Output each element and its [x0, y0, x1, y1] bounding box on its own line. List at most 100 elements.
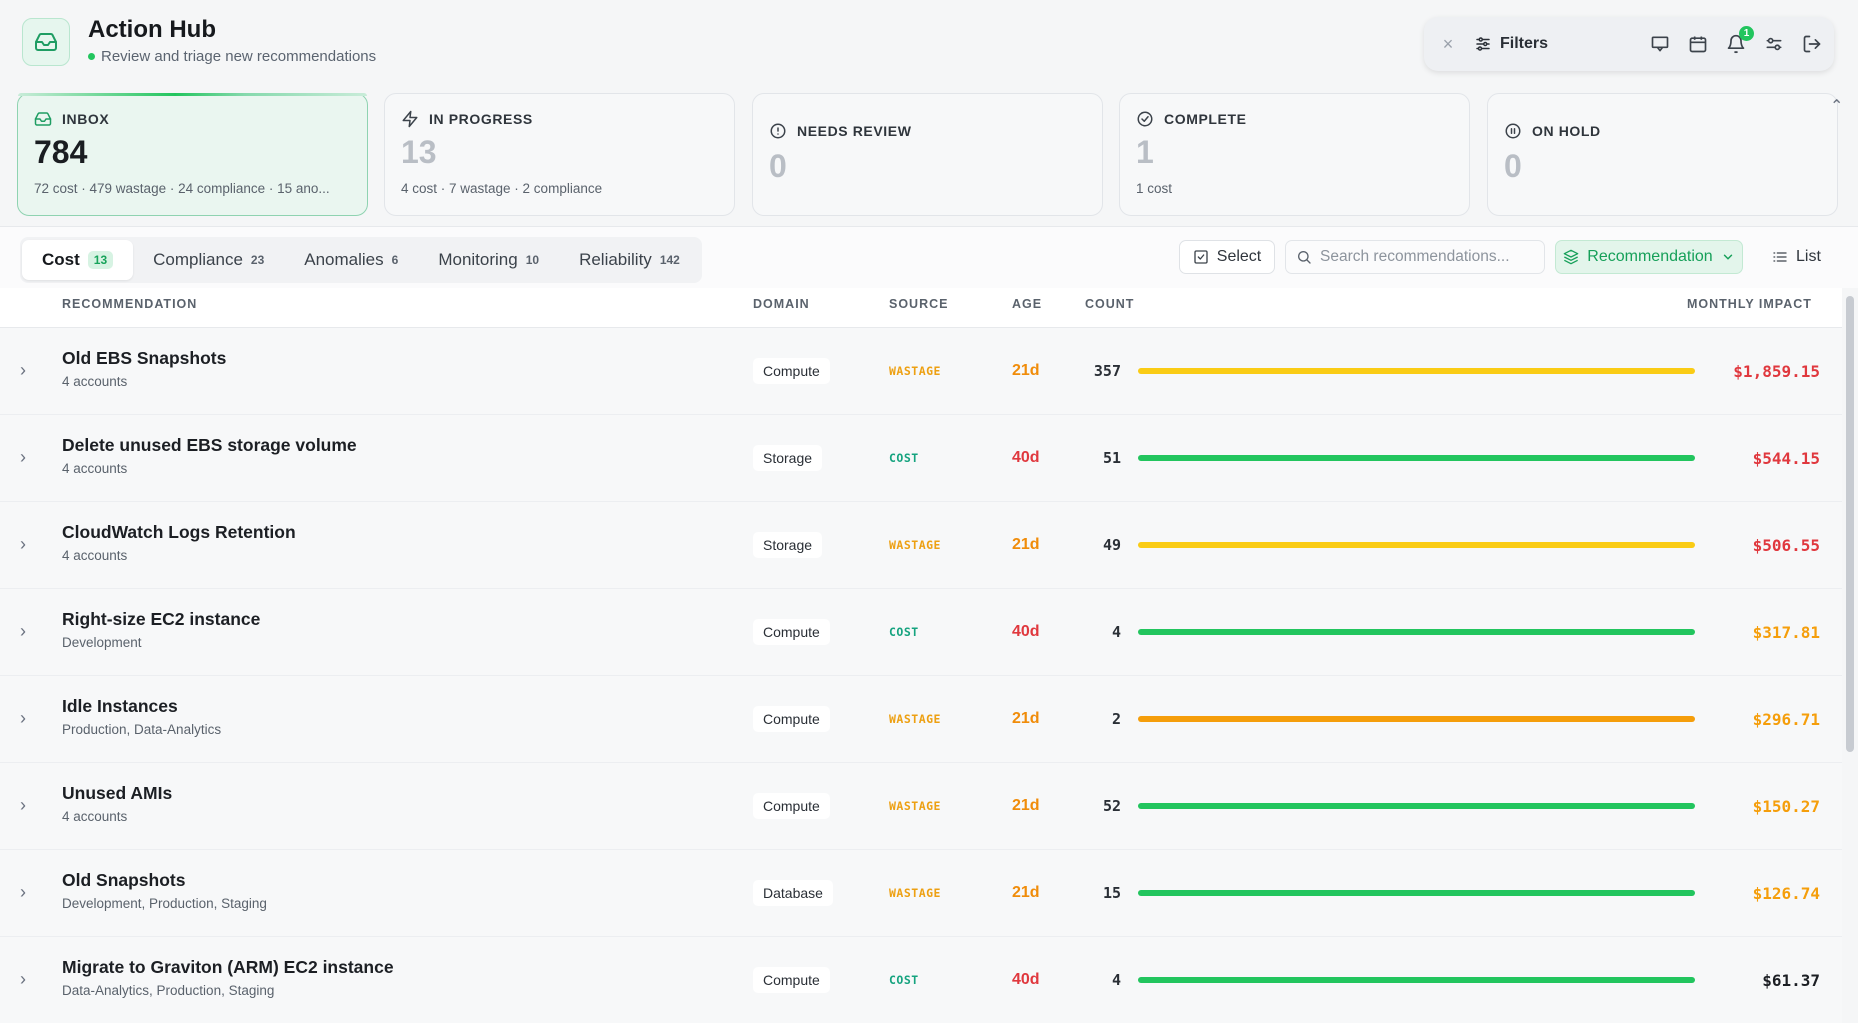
chevron-right-icon[interactable]: ›	[20, 882, 26, 902]
column-header-source[interactable]: SOURCE	[889, 297, 949, 311]
count-bar-fill	[1138, 542, 1695, 548]
scrollbar[interactable]	[1846, 296, 1854, 752]
card-count: 13	[401, 134, 437, 170]
recommendation-title: Old Snapshots	[62, 870, 186, 890]
recommendation-title: Idle Instances	[62, 696, 178, 716]
source-tag: WASTAGE	[889, 799, 941, 813]
chevron-right-icon[interactable]: ›	[20, 795, 26, 815]
table-row[interactable]: › Migrate to Graviton (ARM) EC2 instance D…	[0, 937, 1842, 1023]
count-value: 2	[1111, 710, 1121, 728]
chevron-up-icon[interactable]: ⌃	[1830, 98, 1844, 115]
logout-icon[interactable]	[1800, 32, 1824, 56]
tab-reliability[interactable]: Reliability 142	[559, 240, 700, 280]
group-by-dropdown[interactable]: Recommendation	[1555, 240, 1743, 274]
status-card-complete[interactable]: COMPLETE 1 1 cost	[1119, 93, 1470, 216]
card-active-indicator	[18, 93, 367, 96]
settings-sliders-icon[interactable]	[1762, 32, 1786, 56]
count-bar-fill	[1138, 977, 1695, 983]
table-header: RECOMMENDATION DOMAIN SOURCE AGE COUNT M…	[0, 288, 1842, 328]
status-dot	[88, 53, 95, 60]
chevron-right-icon[interactable]: ›	[20, 969, 26, 989]
page-subtitle-text: Review and triage new recommendations	[101, 48, 377, 65]
source-tag: WASTAGE	[889, 364, 941, 378]
card-label: IN PROGRESS	[429, 111, 533, 127]
recommendation-title: Old EBS Snapshots	[62, 348, 227, 368]
notification-badge: 1	[1739, 26, 1754, 41]
age-value: 21d	[1012, 362, 1040, 379]
calendar-icon[interactable]	[1686, 32, 1710, 56]
age-value: 21d	[1012, 536, 1040, 553]
card-count: 784	[34, 134, 88, 170]
chevron-right-icon[interactable]: ›	[20, 447, 26, 467]
card-count: 0	[1504, 148, 1522, 184]
card-label: ON HOLD	[1532, 123, 1601, 139]
count-bar	[1138, 542, 1695, 548]
count-value: 51	[1102, 449, 1121, 467]
recommendation-accounts: Production, Data-Analytics	[62, 722, 222, 737]
table-row[interactable]: › Delete unused EBS storage volume 4 accou…	[0, 415, 1842, 502]
count-bar	[1138, 977, 1695, 983]
status-card-in-progress[interactable]: IN PROGRESS 13 4 cost · 7 wastage · 2 co…	[384, 93, 735, 216]
count-value: 4	[1111, 623, 1121, 641]
status-card-on-hold[interactable]: ON HOLD 0	[1487, 93, 1838, 216]
recommendation-title: CloudWatch Logs Retention	[62, 522, 296, 542]
tab-cost[interactable]: Cost 13	[22, 240, 134, 280]
tab-monitoring[interactable]: Monitoring 10	[418, 240, 559, 280]
check-circle-icon	[1137, 111, 1153, 127]
table-row[interactable]: › Unused AMIs 4 accounts Compute WASTAGE 21d 5…	[0, 763, 1842, 850]
search-input[interactable]	[1320, 248, 1520, 266]
table-row[interactable]: › Idle Instances Production, Data-Analytic…	[0, 676, 1842, 763]
domain-badge: Compute	[753, 619, 830, 645]
tab-compliance[interactable]: Compliance 23	[133, 240, 284, 280]
domain-badge: Compute	[753, 793, 830, 819]
chevron-right-icon[interactable]: ›	[20, 621, 26, 641]
status-card-inbox[interactable]: INBOX 784 72 cost · 479 wastage · 24 com…	[17, 93, 368, 216]
tab-count: 6	[391, 253, 399, 267]
chevron-right-icon[interactable]: ›	[20, 360, 26, 380]
monthly-impact-value: $61.37	[1762, 971, 1820, 990]
count-bar	[1138, 629, 1695, 635]
chevron-right-icon[interactable]: ›	[20, 708, 26, 728]
sliders-icon	[1476, 37, 1490, 51]
column-header-count[interactable]: COUNT	[1085, 297, 1135, 311]
count-bar-fill	[1138, 890, 1695, 896]
view-toggle-button[interactable]: List	[1772, 240, 1838, 274]
table-row[interactable]: › Right-size EC2 instance Development Compu…	[0, 589, 1842, 676]
tab-count: 10	[525, 253, 540, 267]
column-header-age[interactable]: AGE	[1012, 297, 1043, 311]
toolbar-icons: 1	[1648, 26, 1824, 56]
chat-icon[interactable]	[1648, 32, 1672, 56]
select-button[interactable]: Select	[1179, 240, 1275, 274]
table-row[interactable]: › Old EBS Snapshots 4 accounts Compute WASTA…	[0, 328, 1842, 415]
domain-badge: Compute	[753, 706, 830, 732]
card-label: COMPLETE	[1164, 111, 1247, 127]
source-tag: WASTAGE	[889, 712, 941, 726]
source-tag: WASTAGE	[889, 538, 941, 552]
chevron-right-icon[interactable]: ›	[20, 534, 26, 554]
count-bar-fill	[1138, 803, 1695, 809]
recommendation-title: Right-size EC2 instance	[62, 609, 261, 629]
count-bar	[1138, 716, 1695, 722]
filters-button[interactable]: Filters	[1474, 35, 1548, 53]
column-header-recommendation[interactable]: RECOMMENDATION	[62, 297, 198, 311]
column-header-monthly-impact[interactable]: MONTHLY IMPACT	[1687, 297, 1812, 311]
table-row[interactable]: › Old Snapshots Development, Production, S…	[0, 850, 1842, 937]
column-header-domain[interactable]: DOMAIN	[753, 297, 810, 311]
card-count: 0	[769, 148, 787, 184]
close-icon[interactable]: ×	[1442, 33, 1454, 54]
bell-icon[interactable]: 1	[1724, 26, 1754, 56]
domain-badge: Storage	[753, 532, 823, 558]
status-card-needs-review[interactable]: NEEDS REVIEW 0	[752, 93, 1103, 216]
domain-badge: Compute	[753, 358, 830, 384]
tab-count: 13	[87, 251, 114, 269]
table-row[interactable]: › CloudWatch Logs Retention 4 accounts Stor…	[0, 502, 1842, 589]
tab-count: 23	[250, 253, 265, 267]
monthly-impact-value: $317.81	[1752, 623, 1820, 642]
recommendation-accounts: Development	[62, 635, 142, 650]
monthly-impact-value: $506.55	[1752, 536, 1820, 555]
age-value: 21d	[1012, 884, 1040, 901]
tab-count: 142	[659, 253, 680, 267]
alert-circle-icon	[770, 123, 786, 139]
status-cards: INBOX 784 72 cost · 479 wastage · 24 com…	[17, 93, 1841, 218]
tab-anomalies[interactable]: Anomalies 6	[284, 240, 418, 280]
